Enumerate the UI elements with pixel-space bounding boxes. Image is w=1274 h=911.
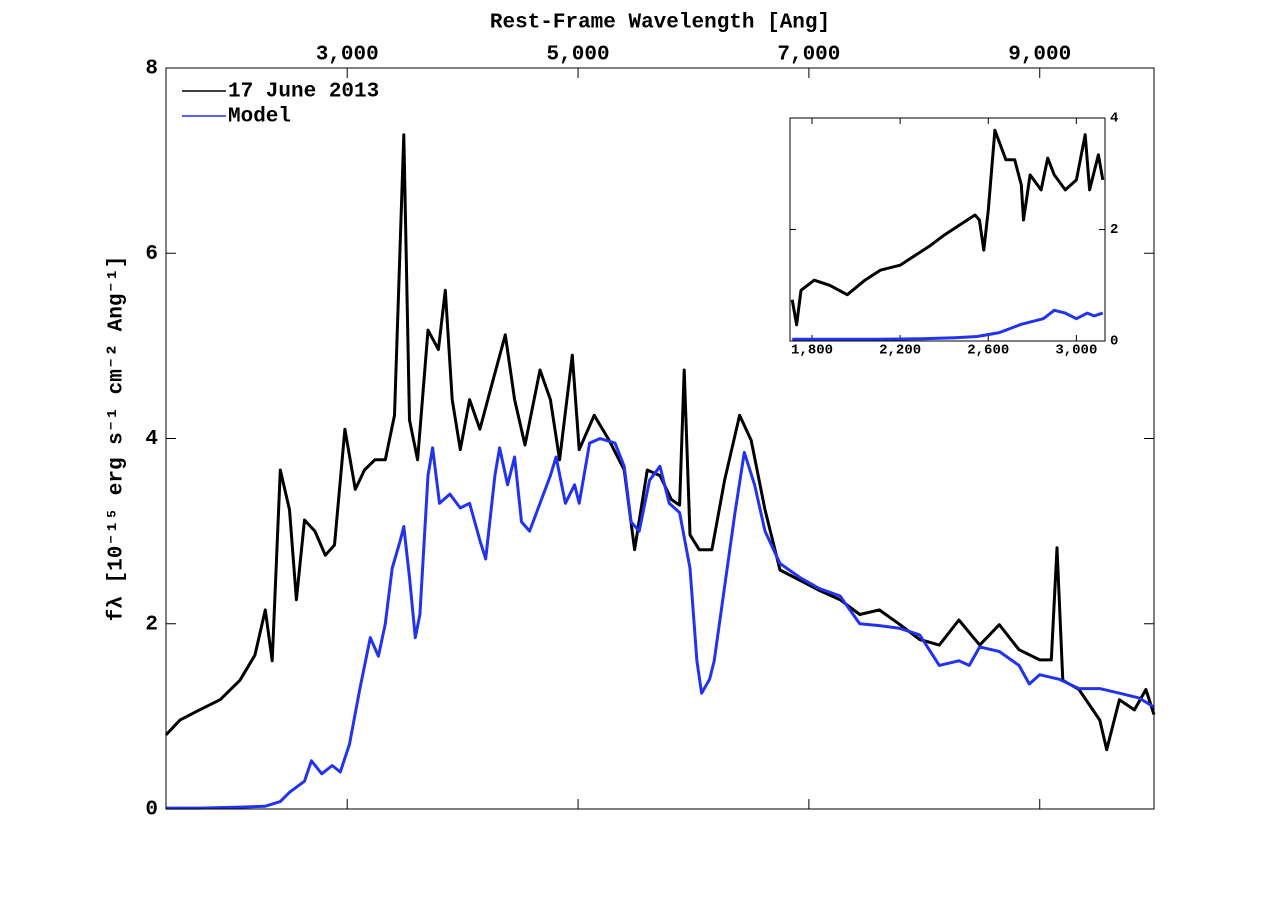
x-tick-label: 9,000 <box>1008 44 1071 67</box>
y-tick-label: 8 <box>145 58 158 81</box>
plot-frame <box>789 117 1106 342</box>
x-tick-label: 2,600 <box>967 343 1009 359</box>
plot-area <box>790 118 1105 341</box>
x-tick-label: 7,000 <box>777 44 840 67</box>
x-tick-label: 2,200 <box>879 343 921 359</box>
y-tick-label: 0 <box>1110 334 1118 350</box>
x-axis-label: Rest-Frame Wavelength [Ang] <box>490 12 830 35</box>
y-tick-label: 0 <box>145 799 158 822</box>
legend-label: 17 June 2013 <box>228 81 379 104</box>
plot-frame <box>165 67 1155 810</box>
inset-chart: 1,800 2,200 2,600 3,000 0 2 4 <box>789 111 1118 359</box>
y-tick-label: 2 <box>145 613 158 636</box>
x-tick-label: 1,800 <box>791 343 833 359</box>
x-tick-label: 5,000 <box>547 44 610 67</box>
series-line <box>790 128 1105 327</box>
y-tick-label: 4 <box>145 428 158 451</box>
y-tick-label: 6 <box>145 243 158 266</box>
x-tick-label: 3,000 <box>1055 343 1097 359</box>
y-tick-label: 4 <box>1110 111 1118 127</box>
series-line <box>164 133 1156 752</box>
series-line <box>166 437 1155 810</box>
y-tick-label: 2 <box>1110 222 1118 238</box>
y-axis-label: fλ [10⁻¹⁵ erg s⁻¹ cm⁻² Ang⁻¹] <box>106 256 129 622</box>
legend-label: Model <box>228 106 291 129</box>
series-line <box>792 308 1104 341</box>
x-tick-label: 3,000 <box>316 44 379 67</box>
